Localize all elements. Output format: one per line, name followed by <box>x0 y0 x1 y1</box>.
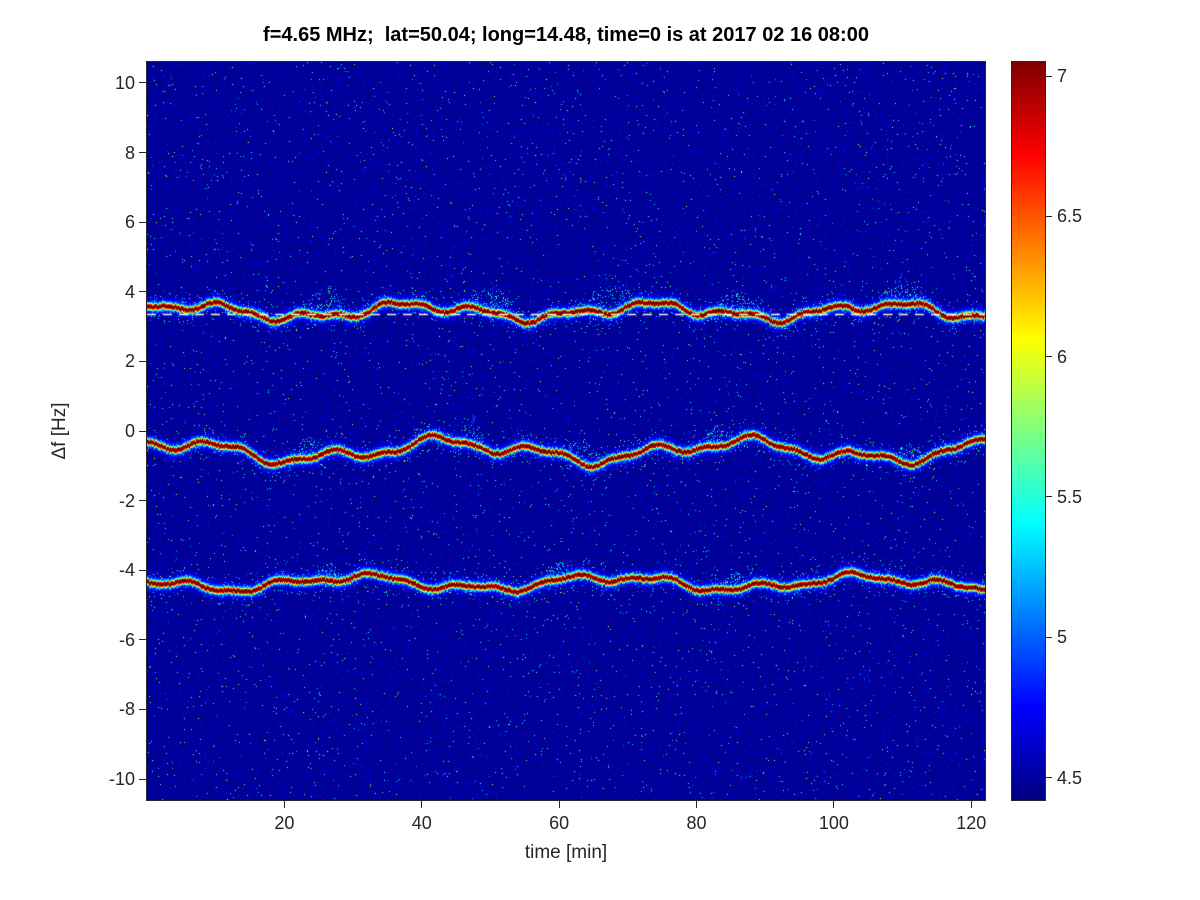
x-tick-label: 100 <box>818 813 849 833</box>
y-axis-label: Δf [Hz] <box>49 402 70 460</box>
colorbar-tick-mark <box>1046 356 1052 358</box>
y-tick-mark <box>139 500 146 502</box>
x-tick-label: 40 <box>411 813 432 833</box>
x-tick-label: 120 <box>956 813 987 833</box>
x-tick-mark <box>283 801 285 808</box>
colorbar-tick-label: 7 <box>1057 66 1068 87</box>
x-tick-label: 20 <box>274 813 295 833</box>
y-tick-label: 10 <box>114 72 135 93</box>
colorbar-tick-mark <box>1046 636 1052 638</box>
y-tick-label: -4 <box>118 560 135 581</box>
colorbar-tick-label: 5 <box>1057 627 1068 648</box>
y-tick-label: 0 <box>124 421 135 441</box>
x-tick-mark <box>421 801 423 808</box>
y-tick-label: 2 <box>124 351 135 372</box>
y-tick-mark <box>139 639 146 641</box>
y-tick-mark <box>139 82 146 84</box>
y-tick-mark <box>139 569 146 571</box>
x-axis-label: time [min] <box>524 842 608 863</box>
y-tick-mark <box>139 778 146 780</box>
x-tick-mark <box>833 801 835 808</box>
y-tick-mark <box>139 291 146 293</box>
y-tick-label: 4 <box>124 281 135 302</box>
colorbar <box>1011 61 1046 801</box>
colorbar-tick-mark <box>1046 496 1052 498</box>
y-tick-mark <box>139 360 146 362</box>
y-tick-label: 6 <box>124 212 135 233</box>
y-tick-label: -6 <box>118 629 135 650</box>
y-tick-label: -2 <box>118 490 135 511</box>
spectrogram-heatmap <box>146 61 986 801</box>
y-tick-mark <box>139 221 146 223</box>
chart-title: f=4.65 MHz; lat=50.04; long=14.48, time=… <box>263 24 869 46</box>
y-tick-label: -10 <box>108 769 135 790</box>
y-tick-mark <box>139 430 146 432</box>
x-tick-label: 60 <box>549 813 570 833</box>
x-tick-mark <box>696 801 697 808</box>
colorbar-tick-mark <box>1046 75 1052 77</box>
y-tick-mark <box>139 708 146 710</box>
colorbar-tick-label: 6 <box>1057 346 1068 367</box>
y-tick-label: -8 <box>118 699 135 720</box>
colorbar-tick-mark <box>1046 215 1052 217</box>
x-tick-mark <box>970 801 972 808</box>
colorbar-tick-label: 4.5 <box>1057 767 1083 788</box>
colorbar-tick-label: 5.5 <box>1057 486 1083 507</box>
colorbar-tick-mark <box>1046 777 1052 779</box>
y-tick-mark <box>139 152 146 153</box>
x-tick-label: 80 <box>686 813 707 833</box>
x-tick-mark <box>558 801 560 808</box>
colorbar-tick-label: 6.5 <box>1057 206 1083 227</box>
y-tick-label: 8 <box>124 142 135 163</box>
